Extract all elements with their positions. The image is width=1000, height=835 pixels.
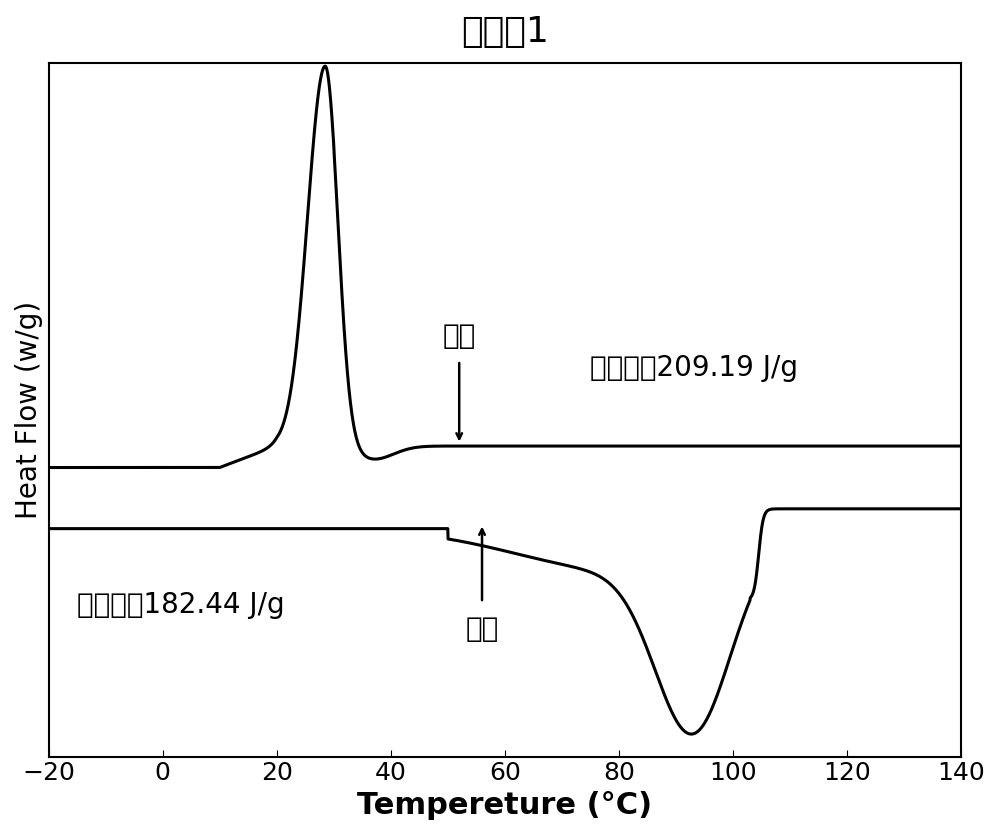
Text: 降温: 降温	[443, 322, 476, 350]
Text: 升温: 升温	[465, 615, 499, 642]
Text: 熔融燰：209.19 J/g: 熔融燰：209.19 J/g	[590, 354, 798, 382]
Y-axis label: Heat Flow (w/g): Heat Flow (w/g)	[15, 301, 43, 519]
Title: 实施例1: 实施例1	[461, 15, 549, 49]
X-axis label: Tempereture (°C): Tempereture (°C)	[357, 791, 652, 820]
Text: 结晶燰：182.44 J/g: 结晶燰：182.44 J/g	[77, 590, 285, 619]
